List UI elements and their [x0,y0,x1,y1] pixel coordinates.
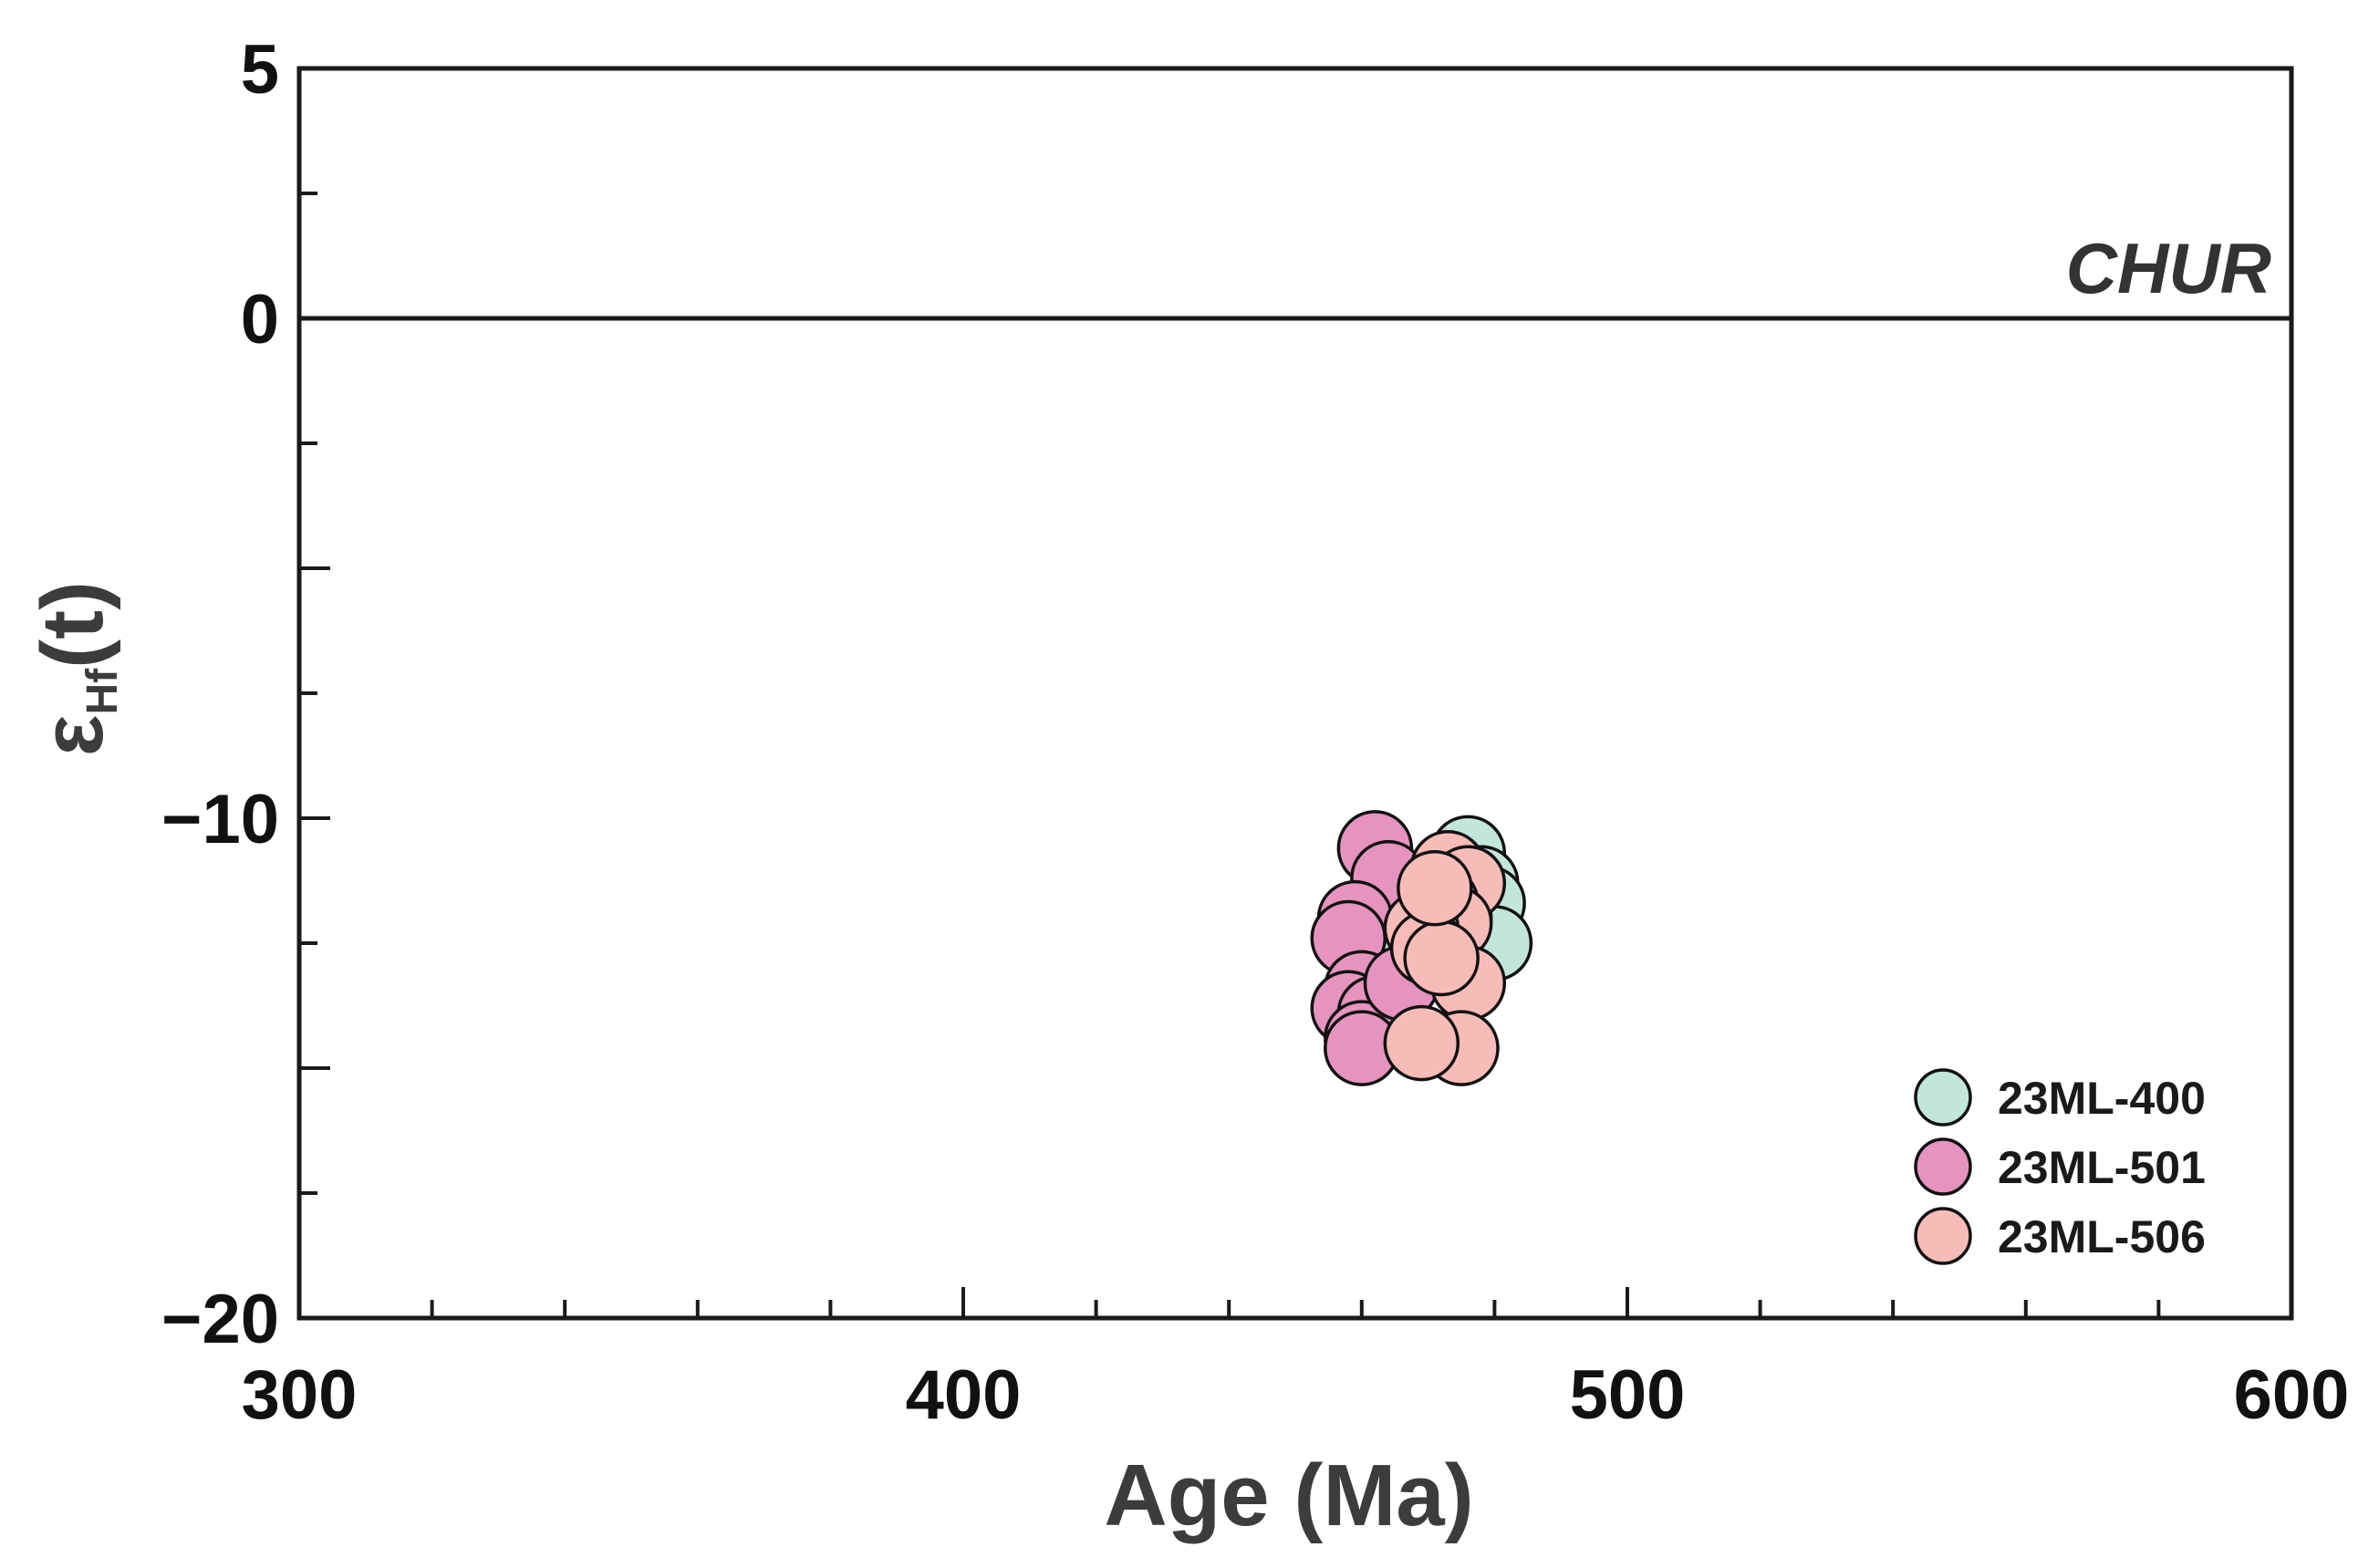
y-axis-title-subscript: Hf [78,668,127,715]
x-tick-label: 500 [1570,1356,1686,1434]
data-points [1310,810,1533,1086]
y-axis-title: εHf(t) [24,581,127,756]
data-point [1397,849,1473,927]
data-point [1383,1004,1460,1082]
axis-minor-ticks [297,67,2293,1320]
tick-labels: 300 400 500 600 5 0 −10 −20 [161,31,2349,1434]
y-tick-label: 5 [241,31,279,109]
x-tick-label: 600 [2234,1356,2350,1434]
x-tick-label: 300 [242,1356,358,1434]
legend-label: 23ML-501 [1998,1142,2206,1193]
reference-line-group: CHUR [299,228,2291,321]
chur-label: CHUR [2066,228,2271,308]
legend-label: 23ML-506 [1998,1211,2206,1262]
x-tick-label: 400 [906,1356,1022,1434]
legend-marker [1914,1137,1972,1196]
x-axis-title: Age (Ma) [1104,1447,1473,1544]
legend: 23ML-400 23ML-501 23ML-506 [1914,1068,2206,1265]
data-point [1403,919,1480,997]
legend-marker [1914,1068,1972,1127]
y-tick-label: −10 [161,781,279,858]
y-axis-title-suffix: (t) [24,581,121,669]
y-axis-title-main: ε [24,715,121,757]
y-tick-label: 0 [241,281,279,358]
y-tick-label: −20 [161,1281,279,1358]
plot-frame [296,66,2294,1321]
legend-label: 23ML-400 [1998,1073,2206,1124]
legend-marker [1914,1207,1972,1265]
